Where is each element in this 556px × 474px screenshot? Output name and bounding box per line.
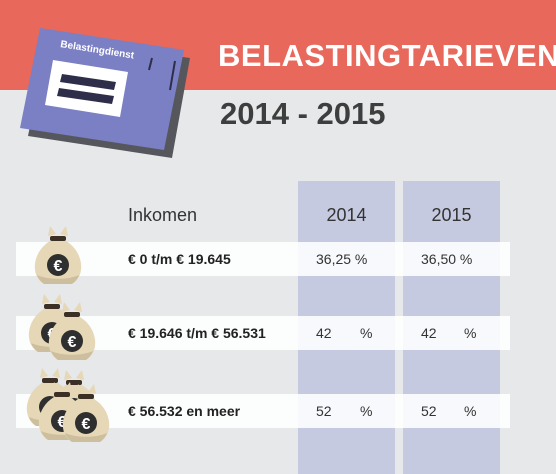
column-header-2014: 2014 (326, 205, 367, 225)
page-title: BELASTINGTARIEVEN (218, 38, 556, 73)
column-header-2015: 2015 (431, 205, 472, 225)
percent-sign: % (360, 403, 373, 419)
rate-2015: 42 (421, 325, 437, 341)
money-bag-icon (28, 294, 96, 360)
column-header-inkomen: Inkomen (128, 205, 198, 225)
rate-2014: 42 (316, 325, 332, 341)
income-bracket: € 56.532 en meer (128, 403, 241, 419)
money-bag-icon (26, 368, 110, 442)
rate-2015: 36,50 % (421, 251, 473, 267)
envelope-icon: Belastingdienst (0, 0, 210, 180)
rate-2014: 36,25 % (316, 251, 368, 267)
rate-2015: 52 (421, 403, 437, 419)
money-bag-icon (34, 226, 82, 284)
rate-2014: 52 (316, 403, 332, 419)
percent-sign: % (360, 325, 373, 341)
table-row: € 19.646 t/m € 56.531 42 % 42 % (16, 316, 510, 350)
income-bracket: € 19.646 t/m € 56.531 (128, 325, 266, 341)
percent-sign: % (464, 403, 477, 419)
percent-sign: % (464, 325, 477, 341)
period-subtitle: 2014 - 2015 (220, 96, 386, 131)
income-bracket: € 0 t/m € 19.645 (128, 251, 231, 267)
table-row: € 0 t/m € 19.645 36,25 % 36,50 % (16, 242, 510, 276)
